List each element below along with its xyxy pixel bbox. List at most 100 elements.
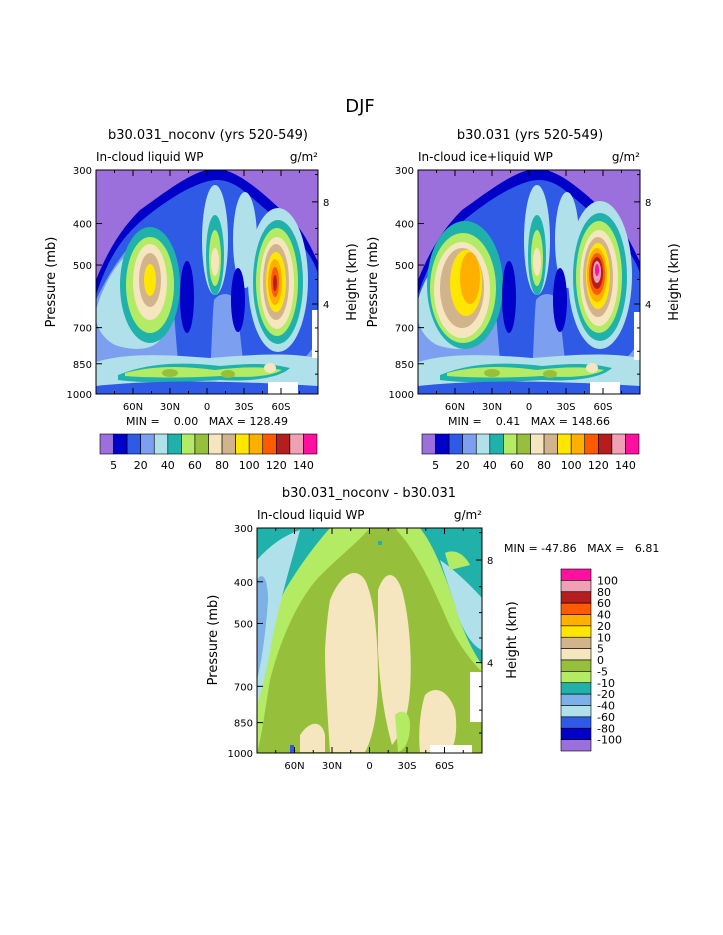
panel1-contour-field — [96, 170, 318, 394]
colorbar-swatch — [560, 727, 592, 740]
x-tick-label: 30N — [160, 402, 180, 413]
y-tick-label: 1000 — [389, 390, 414, 401]
colorbar-label: 80 — [537, 459, 551, 472]
colorbar-swatch — [560, 580, 592, 593]
colorbar-label: -20 — [597, 688, 615, 701]
colorbar-swatch — [99, 433, 114, 455]
panel1-subtitle: In-cloud liquid WP — [96, 150, 204, 164]
colorbar-swatch — [560, 739, 592, 752]
colorbar-swatch — [611, 433, 626, 455]
colorbar-swatch — [625, 433, 640, 455]
colorbar-swatch — [289, 433, 304, 455]
colorbar-label: -60 — [597, 711, 615, 724]
y-tick-label: 400 — [395, 220, 414, 231]
colorbar-swatch — [489, 433, 504, 455]
panel2-units: g/m² — [612, 150, 640, 164]
panel1-colorbar: 5 20 40 60 80 100 120 140 — [99, 433, 318, 472]
y-tick-label: 300 — [234, 524, 253, 535]
colorbar-swatch — [448, 433, 463, 455]
colorbar-label: 0 — [597, 654, 604, 667]
colorbar-label: 40 — [597, 609, 611, 622]
panel3-axes: 300 400 500 700 850 1000 8 4 60N 30N 0 30S 60S — [228, 524, 494, 772]
colorbar-label: 40 — [161, 459, 175, 472]
y2-tick-label: 8 — [645, 198, 651, 209]
panel2-colorbar: 5 20 40 60 80 100 120 140 — [421, 433, 640, 472]
colorbar-label: 140 — [615, 459, 636, 472]
colorbar-label: 5 — [597, 643, 604, 656]
colorbar-swatch — [153, 433, 169, 455]
colorbar-swatch — [435, 433, 450, 455]
colorbar-swatch — [560, 591, 592, 604]
colorbar-swatch — [503, 433, 518, 455]
panel1-title: b30.031_noconv (yrs 520-549) — [108, 128, 308, 143]
y2-tick-label: 8 — [487, 556, 493, 567]
colorbar-label: 20 — [134, 459, 148, 472]
colorbar-swatch — [303, 433, 318, 455]
panel2-title: b30.031 (yrs 520-549) — [457, 128, 603, 143]
colorbar-label: 120 — [266, 459, 287, 472]
figure-title: DJF — [345, 96, 375, 117]
y-tick-label: 400 — [73, 220, 92, 231]
colorbar-swatch — [516, 433, 531, 455]
panel2-subtitle: In-cloud ice+liquid WP — [418, 150, 553, 164]
x-tick-label: 30N — [482, 402, 502, 413]
y-tick-label: 700 — [395, 324, 414, 335]
y2-tick-label: 8 — [323, 198, 329, 209]
colorbar-label: 5 — [432, 459, 439, 472]
x-tick-label: 0 — [526, 402, 532, 413]
panel2-stats: MIN = 0.41 MAX = 148.66 — [448, 415, 610, 428]
panel3-stats: MIN = -47.86 MAX = 6.81 — [504, 542, 659, 555]
panel3-ylabel: Pressure (mb) — [206, 595, 221, 686]
colorbar-swatch — [235, 433, 250, 455]
colorbar-swatch — [598, 433, 613, 455]
colorbar-swatch — [421, 433, 436, 455]
panel2-axes: 300 400 500 700 850 1000 8 4 60N 30N 0 30S 60S — [389, 166, 652, 413]
y-tick-label: 400 — [234, 578, 253, 589]
colorbar-swatch — [167, 433, 182, 455]
colorbar-swatch — [462, 433, 477, 455]
x-tick-label: 60S — [435, 761, 454, 772]
colorbar-swatch — [194, 433, 209, 455]
y-tick-label: 700 — [234, 682, 253, 693]
colorbar-swatch — [221, 433, 236, 455]
colorbar-swatch — [560, 705, 592, 718]
panel3-contour-field — [257, 528, 482, 753]
colorbar-label: 140 — [293, 459, 314, 472]
colorbar-label: -10 — [597, 677, 615, 690]
colorbar-label: 20 — [456, 459, 470, 472]
panel1-axes: 300 400 500 700 850 1000 8 4 60N 30N 0 30S 60S — [67, 166, 330, 413]
colorbar-label: 60 — [597, 597, 611, 610]
colorbar-swatch — [560, 625, 592, 638]
colorbar-label: 100 — [239, 459, 260, 472]
colorbar-swatch — [560, 671, 592, 684]
panel1-ylabel: Pressure (mb) — [44, 237, 59, 328]
y2-tick-label: 4 — [323, 300, 329, 311]
colorbar-label: 60 — [510, 459, 524, 472]
y-tick-label: 1000 — [228, 749, 253, 760]
colorbar-label: 10 — [597, 631, 611, 644]
colorbar-label: 40 — [483, 459, 497, 472]
panel1-y2label: Height (km) — [345, 243, 360, 320]
colorbar-swatch — [560, 568, 592, 581]
panel-difference: b30.031_noconv - b30.031 In-cloud liquid… — [206, 486, 659, 772]
colorbar-label: -5 — [597, 665, 608, 678]
y2-tick-label: 4 — [645, 300, 651, 311]
colorbar-swatch — [530, 433, 545, 455]
panel2-contour-field — [418, 170, 640, 394]
x-tick-label: 0 — [366, 761, 372, 772]
colorbar-swatch — [140, 433, 155, 455]
colorbar-swatch — [560, 659, 592, 672]
colorbar-swatch — [570, 433, 586, 455]
colorbar-swatch — [560, 614, 592, 627]
colorbar-swatch — [181, 433, 196, 455]
y-tick-label: 700 — [73, 324, 92, 335]
x-tick-label: 30S — [556, 402, 575, 413]
y-tick-label: 850 — [73, 360, 92, 371]
colorbar-swatch — [560, 636, 592, 649]
colorbar-label: 5 — [110, 459, 117, 472]
colorbar-label: -100 — [597, 734, 622, 747]
panel-control: b30.031 (yrs 520-549) In-cloud ice+liqui… — [366, 128, 682, 472]
x-tick-label: 30S — [397, 761, 416, 772]
